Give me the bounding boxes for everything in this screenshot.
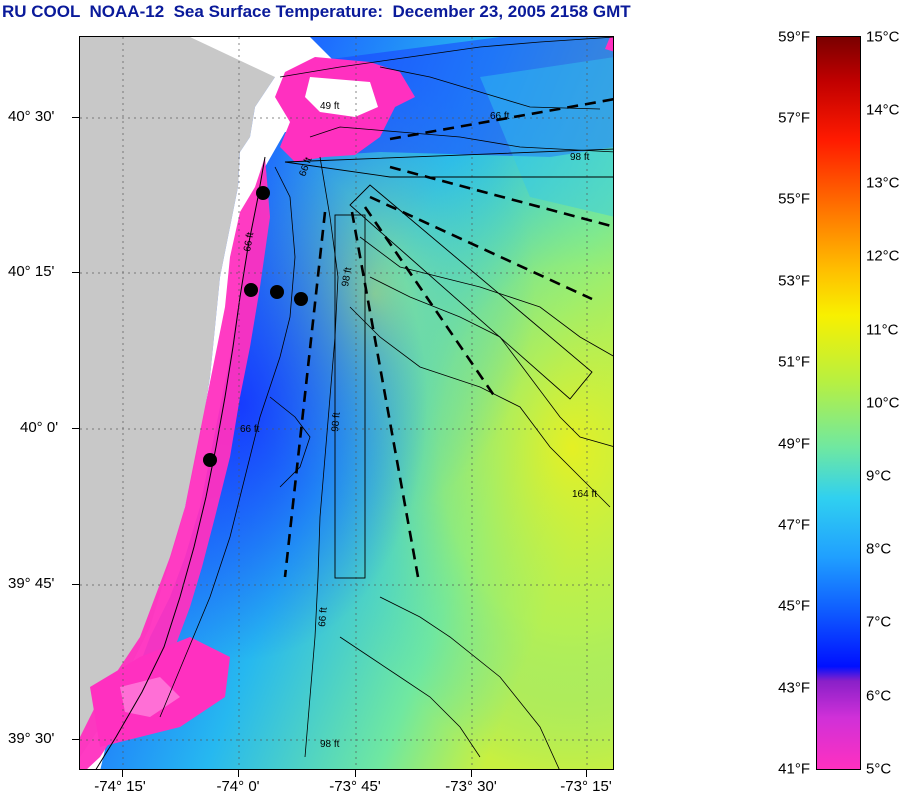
fahrenheit-label: 59°F bbox=[778, 28, 810, 46]
contour-label: 98 ft bbox=[570, 152, 590, 163]
station-marker bbox=[294, 292, 308, 306]
contour-label: 66 ft bbox=[317, 607, 330, 628]
longitude-label: -74° 15' bbox=[94, 778, 146, 795]
celsius-label: 11°C bbox=[866, 321, 899, 339]
contour-label: 98 ft bbox=[320, 739, 340, 750]
lon-tick bbox=[122, 770, 123, 777]
contour-label: 98 ft bbox=[330, 412, 343, 433]
lon-tick bbox=[355, 770, 356, 777]
latitude-label: 40° 30' bbox=[8, 108, 55, 125]
lat-tick bbox=[72, 428, 80, 429]
celsius-label: 8°C bbox=[866, 540, 892, 558]
contour-label: 49 ft bbox=[320, 101, 340, 112]
fahrenheit-label: 51°F bbox=[778, 353, 810, 371]
land-mass bbox=[80, 37, 280, 757]
contour-label: 98 ft bbox=[340, 266, 354, 287]
celsius-label: 9°C bbox=[866, 467, 892, 485]
map-title: RU COOL NOAA-12 Sea Surface Temperature:… bbox=[2, 2, 631, 21]
celsius-label: 5°C bbox=[866, 760, 892, 778]
station-marker bbox=[244, 283, 258, 297]
contour-label: 66 ft bbox=[490, 111, 510, 122]
latitude-label: 40° 0' bbox=[20, 419, 59, 436]
celsius-label: 13°C bbox=[866, 174, 900, 192]
latitude-label: 39° 30' bbox=[8, 730, 55, 747]
celsius-label: 15°C bbox=[866, 28, 900, 46]
station-marker bbox=[270, 285, 284, 299]
fahrenheit-label: 57°F bbox=[778, 109, 810, 127]
celsius-label: 14°C bbox=[866, 101, 900, 119]
celsius-label: 12°C bbox=[866, 247, 900, 265]
fahrenheit-label: 41°F bbox=[778, 760, 810, 778]
lon-tick bbox=[238, 770, 239, 777]
lat-tick bbox=[72, 272, 80, 273]
contour-label: 66 ft bbox=[242, 231, 256, 252]
contour-label: 164 ft bbox=[572, 489, 597, 500]
lat-tick bbox=[72, 739, 80, 740]
fahrenheit-label: 47°F bbox=[778, 516, 810, 534]
lon-tick bbox=[471, 770, 472, 777]
contour-label: 66 ft bbox=[240, 424, 260, 435]
lat-tick bbox=[72, 117, 80, 118]
latitude-label: 40° 15' bbox=[8, 263, 55, 280]
temperature-colorbar bbox=[816, 36, 861, 770]
lat-tick bbox=[72, 584, 80, 585]
longitude-label: -73° 15' bbox=[560, 778, 612, 795]
latitude-label: 39° 45' bbox=[8, 575, 55, 592]
fahrenheit-label: 53°F bbox=[778, 272, 810, 290]
station-marker bbox=[203, 453, 217, 467]
fahrenheit-label: 45°F bbox=[778, 597, 810, 615]
lon-tick bbox=[586, 770, 587, 777]
fahrenheit-label: 55°F bbox=[778, 190, 810, 208]
longitude-label: -73° 30' bbox=[445, 778, 497, 795]
fahrenheit-label: 49°F bbox=[778, 435, 810, 453]
sst-map: 49 ft 66 ft 98 ft 66 ft 66 ft 98 ft 164 … bbox=[79, 36, 614, 770]
celsius-label: 7°C bbox=[866, 613, 892, 631]
celsius-label: 6°C bbox=[866, 687, 892, 705]
fahrenheit-label: 43°F bbox=[778, 679, 810, 697]
celsius-label: 10°C bbox=[866, 394, 900, 412]
station-marker bbox=[256, 186, 270, 200]
longitude-label: -73° 45' bbox=[329, 778, 381, 795]
longitude-label: -74° 0' bbox=[216, 778, 260, 795]
